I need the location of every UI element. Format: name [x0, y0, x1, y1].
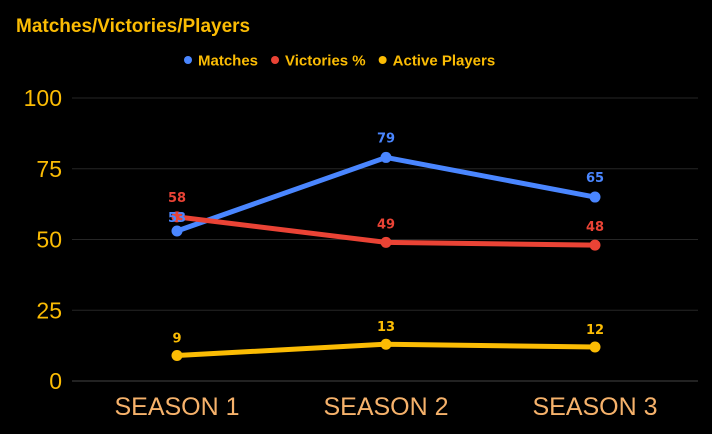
- y-tick-label-0: 0: [49, 368, 62, 394]
- data-point-3-2: [380, 338, 392, 350]
- legend-marker-2: [271, 56, 280, 64]
- data-label-1-1: 53: [168, 211, 186, 226]
- legend-label-3: Active Players: [393, 53, 496, 70]
- series-3: [171, 338, 601, 362]
- data-label-2-3: 48: [586, 220, 604, 235]
- series-group: 53 79 65 58 49 48 9 13 12: [168, 131, 604, 362]
- y-tick-label-75: 75: [36, 156, 62, 182]
- data-point-2-3: [589, 239, 601, 251]
- data-label-3-2: 13: [377, 320, 395, 335]
- legend: Matches Victories % Active Players: [184, 53, 495, 70]
- x-axis: SEASON 1 SEASON 2 SEASON 3: [114, 393, 657, 421]
- data-point-2-1: [171, 211, 183, 223]
- legend-marker-3: [378, 56, 387, 64]
- data-point-2-2: [380, 236, 392, 248]
- data-label-1-2: 79: [377, 131, 395, 146]
- data-label-2-1: 58: [168, 191, 186, 206]
- data-point-1-2: [380, 151, 392, 163]
- series-1: [171, 151, 601, 237]
- data-label-3-1: 9: [172, 332, 181, 347]
- x-tick-label-3: SEASON 3: [532, 393, 657, 421]
- data-label-2-2: 49: [377, 217, 395, 232]
- data-point-3-3: [589, 341, 601, 353]
- x-tick-label-2: SEASON 2: [323, 393, 448, 421]
- y-axis: 0 25 50 75 100: [24, 85, 62, 394]
- legend-item-2: Victories %: [271, 53, 366, 70]
- y-tick-label-100: 100: [24, 85, 62, 111]
- data-point-1-1: [171, 225, 183, 237]
- chart-title: Matches/Victories/Players: [16, 16, 250, 37]
- data-label-1-3: 65: [586, 171, 604, 186]
- legend-item-1: Matches: [184, 53, 258, 70]
- y-tick-label-50: 50: [36, 227, 62, 253]
- x-tick-label-1: SEASON 1: [114, 393, 239, 421]
- data-point-1-3: [589, 191, 601, 203]
- series-2: [171, 211, 601, 251]
- data-point-3-1: [171, 350, 183, 362]
- y-tick-label-25: 25: [36, 297, 62, 323]
- legend-item-3: Active Players: [378, 53, 496, 70]
- data-label-3-3: 12: [586, 323, 604, 338]
- legend-label-1: Matches: [198, 53, 258, 70]
- legend-marker-1: [184, 56, 192, 64]
- legend-label-2: Victories %: [285, 53, 366, 70]
